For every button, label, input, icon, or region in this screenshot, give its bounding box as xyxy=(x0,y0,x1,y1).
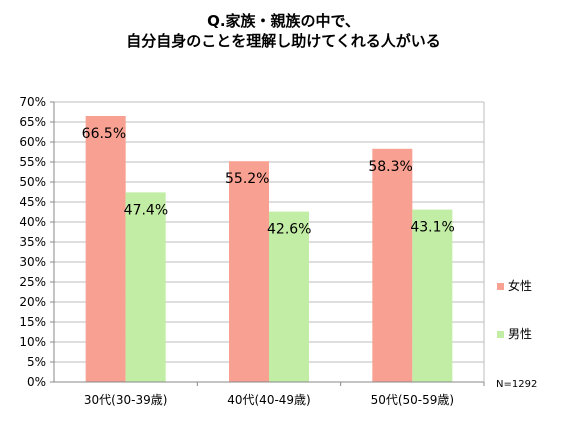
chart-title-line-1: Q.家族・親族の中で、 xyxy=(207,12,360,30)
y-tick-label: 0% xyxy=(27,375,46,389)
bar xyxy=(412,209,453,382)
y-tick-label: 60% xyxy=(19,135,46,149)
y-tick-label: 65% xyxy=(19,115,46,129)
y-tick-label: 5% xyxy=(27,355,46,369)
y-tick-label: 15% xyxy=(19,315,46,329)
data-label: 42.6% xyxy=(267,222,311,238)
bar xyxy=(229,161,269,382)
y-tick-label: 55% xyxy=(19,155,46,169)
y-tick-label: 10% xyxy=(19,335,46,349)
y-tick-label: 25% xyxy=(19,275,46,289)
data-label: 55.2% xyxy=(225,171,269,187)
legend-swatch xyxy=(497,331,504,338)
y-tick-label: 45% xyxy=(19,195,46,209)
y-tick-label: 50% xyxy=(19,175,46,189)
legend-swatch xyxy=(497,283,504,290)
bar xyxy=(85,116,126,382)
y-tick-label: 70% xyxy=(19,95,46,109)
y-tick-label: 30% xyxy=(19,255,46,269)
chart-title-line-2: 自分自身のことを理解し助けてくれる人がいる xyxy=(126,32,441,50)
sample-size-note: N=1292 xyxy=(496,379,537,390)
data-label: 66.5% xyxy=(82,126,126,142)
legend-label: 女性 xyxy=(508,278,532,293)
y-tick-label: 40% xyxy=(19,215,46,229)
data-label: 43.1% xyxy=(410,220,454,236)
bar xyxy=(372,148,413,382)
data-label: 58.3% xyxy=(368,159,412,175)
x-category-label: 50代(50-59歳) xyxy=(371,393,455,407)
x-category-label: 30代(30-39歳) xyxy=(84,393,168,407)
y-tick-label: 20% xyxy=(19,295,46,309)
legend-label: 男性 xyxy=(508,327,532,341)
bar xyxy=(125,192,166,382)
data-label: 47.4% xyxy=(124,202,168,218)
bar xyxy=(269,211,309,382)
y-tick-label: 35% xyxy=(19,235,46,249)
x-category-label: 40代(40-49歳) xyxy=(227,393,311,407)
